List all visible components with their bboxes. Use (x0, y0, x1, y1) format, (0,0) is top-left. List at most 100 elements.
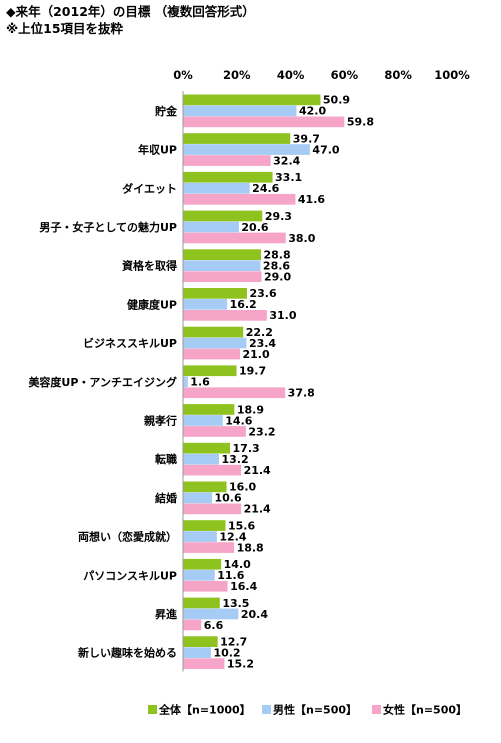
legend-label-male: 男性【n=500】 (273, 703, 357, 717)
category-label: パソコンスキルUP (83, 569, 177, 582)
bar-marks (183, 94, 345, 669)
legend: 全体【n=1000】 男性【n=500】 女性【n=500】 (148, 703, 467, 717)
value-label-male: 24.6 (252, 182, 279, 195)
bar-all (183, 94, 321, 106)
x-tick-label: 100% (434, 68, 470, 82)
value-label-all: 17.3 (233, 442, 260, 455)
bar-female (183, 619, 202, 631)
bar-male (183, 221, 239, 233)
value-label-male: 1.6 (190, 376, 210, 389)
value-label-male: 16.2 (230, 298, 257, 311)
category-label: ダイエット (122, 181, 177, 195)
chart-title: ◆来年（2012年）の目標 （複数回答形式） (6, 4, 255, 19)
x-tick-label: 40% (277, 68, 305, 82)
category-label: 貯金 (155, 104, 178, 118)
value-label-female: 21.0 (242, 348, 269, 361)
value-label-all: 33.1 (275, 171, 302, 184)
legend-label-female: 女性【n=500】 (383, 703, 467, 717)
value-label-male: 20.6 (241, 221, 268, 234)
value-label-all: 18.9 (237, 403, 264, 416)
category-label: 親孝行 (144, 413, 177, 427)
bar-male (183, 144, 310, 155)
legend-swatch-female (372, 705, 381, 714)
bar-all (183, 133, 291, 144)
bar-female (183, 232, 286, 244)
value-label-all: 22.2 (246, 326, 273, 339)
bar-all (183, 249, 261, 260)
category-label: 年収UP (138, 143, 177, 157)
bar-female (183, 580, 228, 592)
bar-female (183, 116, 345, 128)
value-label-female: 59.8 (347, 116, 374, 129)
bar-all (183, 597, 220, 609)
bar-all (183, 326, 244, 338)
value-label-female: 23.2 (248, 425, 275, 438)
bar-female (183, 464, 242, 476)
bar-all (183, 210, 263, 222)
value-label-female: 31.0 (269, 309, 296, 322)
bar-male (183, 492, 213, 504)
bar-female (183, 542, 235, 553)
bar-female (183, 348, 240, 360)
category-label: 資格を取得 (122, 259, 177, 273)
value-label-female: 21.4 (244, 503, 271, 516)
bar-male (183, 453, 220, 465)
value-label-all: 28.8 (263, 249, 290, 262)
bar-all (183, 288, 247, 299)
bar-all (183, 442, 231, 454)
x-axis-ticks: 0% 20% 40% 60% 80% 100% (173, 68, 470, 82)
value-label-all: 13.5 (222, 597, 249, 610)
value-label-male: 13.2 (222, 453, 249, 466)
bar-female (183, 271, 262, 282)
bar-male (183, 569, 215, 581)
legend-swatch-all (148, 705, 157, 714)
bar-male (183, 260, 261, 271)
category-label: 昇進 (155, 607, 178, 621)
category-label: 新しい趣味を始める (78, 646, 177, 660)
value-label-male: 23.4 (249, 337, 276, 350)
bar-all (183, 365, 237, 377)
category-label: 転職 (155, 452, 177, 466)
value-label-male: 42.0 (299, 105, 326, 118)
bar-all (183, 404, 235, 415)
value-label-female: 29.0 (264, 271, 291, 284)
bar-female (183, 155, 271, 166)
value-label-female: 18.8 (237, 541, 264, 554)
value-label-female: 16.4 (230, 580, 257, 593)
value-labels: 50.942.0 59.8 39.747.0 32.4 33.124.6 41.6 29.3… (190, 94, 374, 671)
bar-all (183, 558, 222, 570)
value-label-all: 39.7 (293, 132, 320, 145)
bar-male (183, 647, 211, 658)
bar-male (183, 337, 247, 349)
value-label-female: 21.4 (244, 464, 271, 477)
category-label: 美容度UP・アンチエイジング (28, 375, 177, 389)
bar-female (183, 310, 267, 321)
x-tick-label: 0% (173, 68, 193, 82)
bar-male (183, 608, 239, 620)
x-tick-label: 20% (223, 68, 251, 82)
legend-label-all: 全体【n=1000】 (158, 703, 251, 717)
value-label-all: 23.6 (249, 287, 276, 300)
bar-all (183, 520, 226, 531)
value-label-female: 15.2 (227, 658, 254, 671)
value-label-male: 47.0 (312, 143, 339, 156)
bar-female (183, 426, 246, 437)
bar-female (183, 658, 225, 669)
bar-male (183, 415, 223, 426)
value-label-male: 10.2 (213, 647, 240, 660)
value-label-male: 20.4 (241, 608, 268, 621)
category-label: 男子・女子としての魅力UP (39, 220, 177, 234)
value-label-male: 12.4 (219, 530, 246, 543)
category-label: 結婚 (155, 491, 177, 505)
value-label-all: 19.7 (239, 365, 266, 378)
bar-female (183, 503, 242, 515)
bar-male (183, 376, 188, 388)
category-label: 両想い（恋愛成就） (78, 530, 177, 544)
bar-male (183, 182, 250, 194)
x-tick-label: 60% (331, 68, 359, 82)
bar-male (183, 531, 217, 542)
bar-male (183, 105, 297, 117)
value-label-all: 12.7 (220, 636, 247, 649)
